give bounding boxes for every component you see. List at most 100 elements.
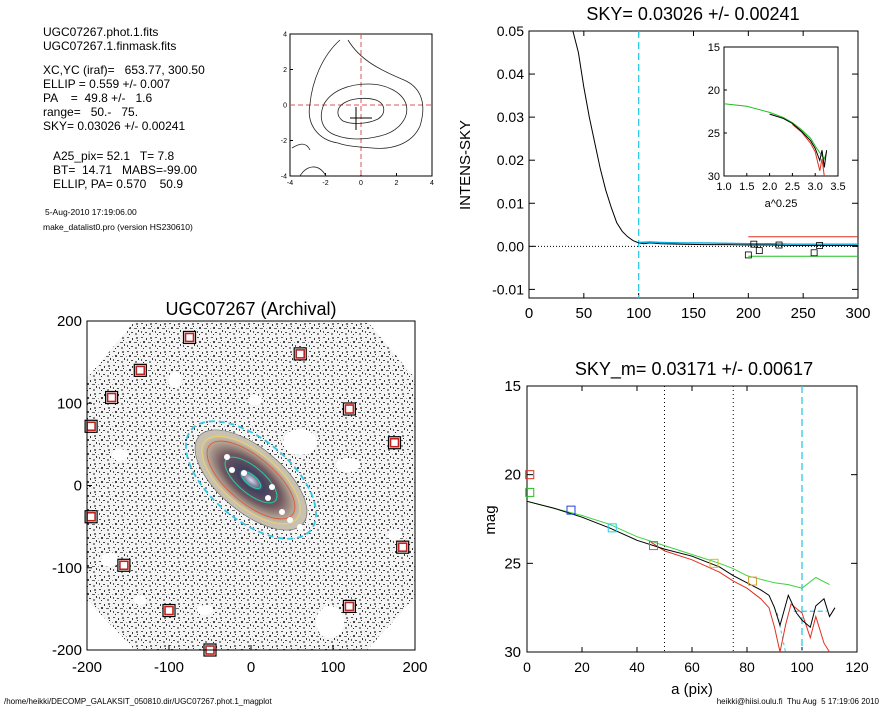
intens-title: SKY= 0.03026 +/- 0.00241 bbox=[586, 4, 799, 24]
header-param-line-4: SKY= 0.03026 +/- 0.00241 bbox=[43, 119, 186, 133]
intens-marker bbox=[755, 247, 763, 255]
intens-marker bbox=[750, 240, 758, 248]
galaxy-image-panel: UGC07267 (Archival) -200 -100 0 100 200 -200 -1… bbox=[52, 299, 428, 676]
image-source-box-inner bbox=[119, 560, 129, 571]
isophote-contour-plot: -4 -2 0 2 4 -4 -2 0 2 4 bbox=[281, 32, 434, 188]
galaxy-red-isophote bbox=[206, 440, 296, 520]
mag-xtick-label: 60 bbox=[684, 659, 700, 675]
mag-xtick-label: 100 bbox=[790, 659, 814, 675]
image-ytick-label: -100 bbox=[52, 560, 82, 577]
image-source-box-outer bbox=[293, 347, 307, 361]
mag-xtick-label: 20 bbox=[574, 659, 590, 675]
mag-xtick-label: 80 bbox=[739, 659, 755, 675]
image-source-box-outer bbox=[182, 330, 197, 345]
header-galaxy-line-2: ELLIP, PA= 0.570 50.9 bbox=[53, 177, 183, 191]
intens-xtick-label: 50 bbox=[575, 305, 592, 322]
contour-line bbox=[320, 83, 408, 140]
image-masked-region bbox=[283, 429, 317, 455]
header-fit-params: XC,YC (iraf)= 653.77, 300.50 ELLIP = 0.55… bbox=[43, 63, 205, 133]
mag-xtick-label: 0 bbox=[523, 659, 531, 675]
inset-red-series bbox=[792, 124, 825, 177]
image-masked-region bbox=[388, 530, 402, 540]
image-source-box-outer bbox=[387, 436, 402, 450]
mag-green-series bbox=[526, 500, 830, 589]
footer-path: /home/heikki/DECOMP_GALAKSIT_050810.dir/… bbox=[4, 697, 272, 706]
image-title: UGC07267 (Archival) bbox=[165, 299, 336, 319]
image-source-box-outer bbox=[84, 419, 98, 433]
contour-xtick-label: -4 bbox=[287, 180, 293, 187]
image-masked-region bbox=[169, 372, 181, 388]
header-param-line-2: PA = 49.8 +/- 1.6 bbox=[43, 91, 153, 105]
image-source-box-inner bbox=[106, 392, 117, 403]
intens-xtick-label: 100 bbox=[626, 305, 651, 322]
mag-ylabel: mag bbox=[482, 505, 499, 534]
image-source-box-outer bbox=[396, 540, 410, 554]
contour-ytick-label: 4 bbox=[283, 32, 287, 39]
image-masked-region bbox=[101, 553, 119, 567]
image-masked-region bbox=[197, 605, 213, 615]
image-masked-region bbox=[248, 395, 262, 405]
image-star-dot bbox=[224, 454, 230, 460]
mag-marker bbox=[649, 541, 658, 551]
header-filenames: UGC07267.phot.1.fits UGC07267.1.finmask.f… bbox=[43, 25, 176, 53]
footer-user-time: heikki@hiisi.oulu.fi Thu Aug 5 17:19:06 … bbox=[716, 697, 879, 706]
header-file-line-0: UGC07267.phot.1.fits bbox=[43, 25, 159, 39]
image-star-dot bbox=[279, 509, 285, 515]
intens-marker bbox=[775, 241, 783, 249]
header-param-line-0: XC,YC (iraf)= 653.77, 300.50 bbox=[43, 63, 205, 77]
mag-marker bbox=[748, 576, 757, 586]
mag-ytick-label: 30 bbox=[504, 644, 521, 661]
image-source-box-outer bbox=[133, 363, 147, 377]
contour-line bbox=[291, 143, 327, 177]
mag-frame bbox=[526, 385, 858, 653]
image-source-box-inner bbox=[344, 404, 355, 414]
inset-ytick-label: 20 bbox=[708, 85, 720, 97]
contour-xtick-label: 2 bbox=[395, 180, 399, 187]
mag-red-series bbox=[650, 541, 830, 653]
inset-ytick-label: 25 bbox=[708, 128, 720, 140]
image-source-box-inner bbox=[164, 605, 174, 616]
magnitude-profile-chart: SKY_m= 0.03171 +/- 0.00617 mag a (pix) 0 20 4… bbox=[482, 359, 869, 698]
inset-xtick-label: 3.5 bbox=[830, 181, 845, 193]
inset-xtick-label: 2.5 bbox=[785, 181, 800, 193]
mag-ytick-label: 20 bbox=[504, 467, 521, 484]
mag-xtick-label: 120 bbox=[845, 659, 869, 675]
image-source-box-inner bbox=[389, 437, 400, 448]
image-source-box-inner bbox=[184, 332, 195, 343]
mag-black-series bbox=[526, 500, 836, 629]
contour-ytick-label: -4 bbox=[281, 174, 287, 181]
mag-marker bbox=[566, 505, 576, 515]
intens-xtick-label: 200 bbox=[736, 305, 761, 322]
inset-ytick-label: 30 bbox=[708, 171, 720, 183]
contour-xtick-label: 4 bbox=[430, 180, 434, 187]
inset-xtick-label: 2.0 bbox=[762, 181, 777, 193]
image-source-box-outer bbox=[342, 599, 356, 614]
intens-xtick-label: 150 bbox=[681, 305, 706, 322]
image-xtick-label: 100 bbox=[320, 659, 345, 676]
intens-ytick-label: -0.01 bbox=[492, 281, 524, 297]
contour-xtick-label: 0 bbox=[359, 180, 363, 187]
image-xtick-label: 200 bbox=[402, 659, 427, 676]
image-ytick-label: 0 bbox=[74, 478, 82, 495]
image-source-box-inner bbox=[344, 601, 355, 612]
image-star-dot bbox=[265, 495, 271, 501]
contour-ytick-label: 2 bbox=[283, 67, 287, 74]
intens-xtick-label: 0 bbox=[525, 305, 533, 322]
mag-marker bbox=[525, 470, 535, 480]
header-program: make_datalist0.pro (version HS230610) bbox=[43, 222, 193, 232]
intens-ytick-label: 0.03 bbox=[497, 109, 524, 125]
intens-ytick-label: 0.05 bbox=[497, 23, 524, 39]
image-source-box-outer bbox=[342, 402, 356, 416]
image-star-dot bbox=[287, 517, 293, 523]
image-ytick-label: 200 bbox=[57, 313, 82, 330]
image-xtick-label: -100 bbox=[154, 659, 184, 676]
intens-ytick-label: 0.01 bbox=[497, 195, 524, 211]
image-masked-region bbox=[316, 606, 344, 638]
header-file-line-1: UGC07267.1.finmask.fits bbox=[43, 39, 177, 53]
header-galaxy-line-1: BT= 14.71 MABS=-99.00 bbox=[53, 163, 198, 177]
intens-marker bbox=[816, 242, 824, 249]
header-galaxy-params: A25_pix= 52.1 T= 7.8 BT= 14.71 MABS=-99.0… bbox=[53, 149, 197, 191]
contour-ytick-label: 0 bbox=[283, 103, 287, 110]
mag-marker bbox=[607, 523, 617, 533]
image-star-dot bbox=[297, 524, 303, 530]
